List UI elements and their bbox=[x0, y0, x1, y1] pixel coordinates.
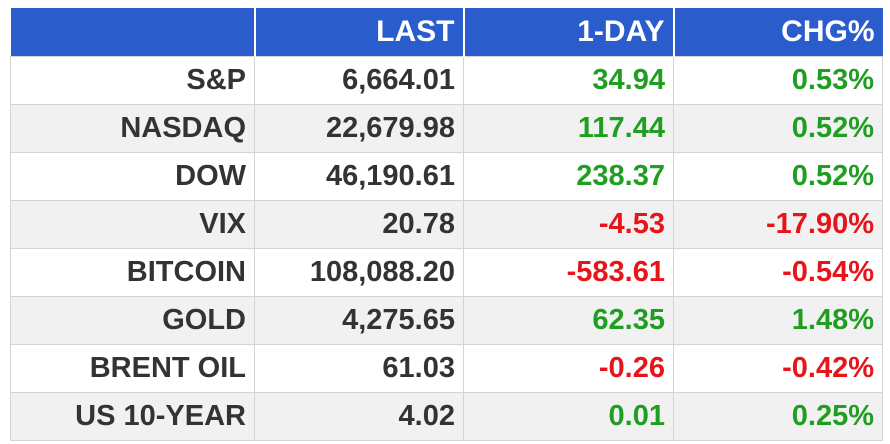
percent-change: 1.48% bbox=[673, 295, 883, 345]
table-body: S&P 6,664.01 34.94 0.53% NASDAQ 22,679.9… bbox=[10, 55, 883, 441]
last-price: 108,088.20 bbox=[254, 247, 464, 297]
last-price: 46,190.61 bbox=[254, 151, 464, 201]
instrument-name: VIX bbox=[10, 199, 255, 249]
percent-change: 0.53% bbox=[673, 55, 883, 105]
table-header: LAST 1-DAY CHG% bbox=[10, 8, 883, 56]
header-row: LAST 1-DAY CHG% bbox=[10, 8, 883, 56]
percent-change: -0.54% bbox=[673, 247, 883, 297]
percent-change: 0.52% bbox=[673, 151, 883, 201]
percent-change: 0.52% bbox=[673, 103, 883, 153]
last-price: 61.03 bbox=[254, 343, 464, 393]
table-row: VIX 20.78 -4.53 -17.90% bbox=[10, 199, 883, 249]
table-row: BRENT OIL 61.03 -0.26 -0.42% bbox=[10, 343, 883, 393]
header-name bbox=[10, 8, 256, 56]
market-table: LAST 1-DAY CHG% S&P 6,664.01 34.94 0.53%… bbox=[10, 8, 883, 441]
instrument-name: BRENT OIL bbox=[10, 343, 255, 393]
percent-change: -0.42% bbox=[673, 343, 883, 393]
table-row: NASDAQ 22,679.98 117.44 0.52% bbox=[10, 103, 883, 153]
table-row: S&P 6,664.01 34.94 0.53% bbox=[10, 55, 883, 105]
table-row: DOW 46,190.61 238.37 0.52% bbox=[10, 151, 883, 201]
last-price: 20.78 bbox=[254, 199, 464, 249]
day-change: -583.61 bbox=[463, 247, 674, 297]
last-price: 22,679.98 bbox=[254, 103, 464, 153]
last-price: 6,664.01 bbox=[254, 55, 464, 105]
day-change: 34.94 bbox=[463, 55, 674, 105]
last-price: 4.02 bbox=[254, 391, 464, 441]
percent-change: 0.25% bbox=[673, 391, 883, 441]
day-change: 238.37 bbox=[463, 151, 674, 201]
instrument-name: BITCOIN bbox=[10, 247, 255, 297]
day-change: 117.44 bbox=[463, 103, 674, 153]
last-price: 4,275.65 bbox=[254, 295, 464, 345]
table-row: GOLD 4,275.65 62.35 1.48% bbox=[10, 295, 883, 345]
instrument-name: NASDAQ bbox=[10, 103, 255, 153]
table-row: US 10-YEAR 4.02 0.01 0.25% bbox=[10, 391, 883, 441]
percent-change: -17.90% bbox=[673, 199, 883, 249]
header-chg-pct: CHG% bbox=[672, 8, 883, 56]
table-row: BITCOIN 108,088.20 -583.61 -0.54% bbox=[10, 247, 883, 297]
instrument-name: DOW bbox=[10, 151, 255, 201]
instrument-name: GOLD bbox=[10, 295, 255, 345]
instrument-name: US 10-YEAR bbox=[10, 391, 255, 441]
header-1-day: 1-DAY bbox=[462, 8, 675, 56]
day-change: 62.35 bbox=[463, 295, 674, 345]
day-change: -4.53 bbox=[463, 199, 674, 249]
day-change: 0.01 bbox=[463, 391, 674, 441]
day-change: -0.26 bbox=[463, 343, 674, 393]
header-last: LAST bbox=[253, 8, 465, 56]
instrument-name: S&P bbox=[10, 55, 255, 105]
